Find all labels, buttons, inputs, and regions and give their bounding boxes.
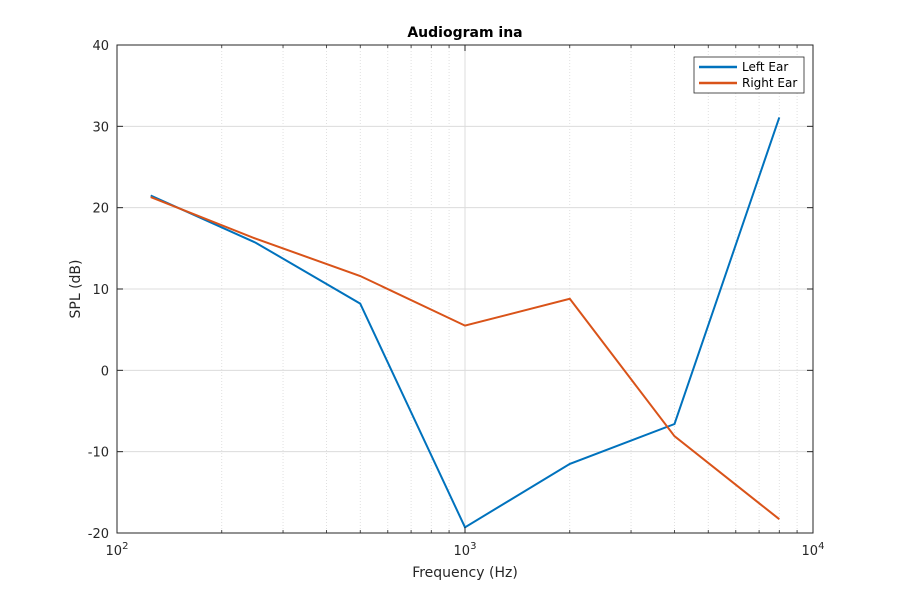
x-tick-label: 102	[106, 541, 129, 559]
y-tick-label: 0	[101, 364, 109, 379]
y-tick-label: 20	[92, 202, 109, 217]
x-tick-label: 103	[454, 541, 477, 559]
x-axis-label: Frequency (Hz)	[412, 565, 518, 581]
y-tick-label: -10	[88, 446, 109, 461]
ticks	[116, 44, 814, 534]
chart-title: Audiogram ina	[407, 25, 522, 41]
series-line-right-ear	[150, 196, 780, 520]
x-tick-label: 104	[802, 541, 825, 559]
legend: Left Ear Right Ear	[693, 56, 805, 94]
legend-box	[693, 56, 805, 94]
legend-entry-label: Left Ear	[742, 60, 788, 74]
y-tick-label: 10	[92, 283, 109, 298]
legend-entry-label: Right Ear	[742, 76, 797, 90]
y-tick-label: 30	[92, 120, 109, 135]
tick-labels: 102 103 104 -20 -10 0 10 20 30 40	[88, 39, 825, 559]
y-axis-label: SPL (dB)	[68, 260, 84, 319]
grid	[117, 45, 813, 533]
y-tick-label: -20	[88, 527, 109, 542]
y-tick-label: 40	[92, 39, 109, 54]
